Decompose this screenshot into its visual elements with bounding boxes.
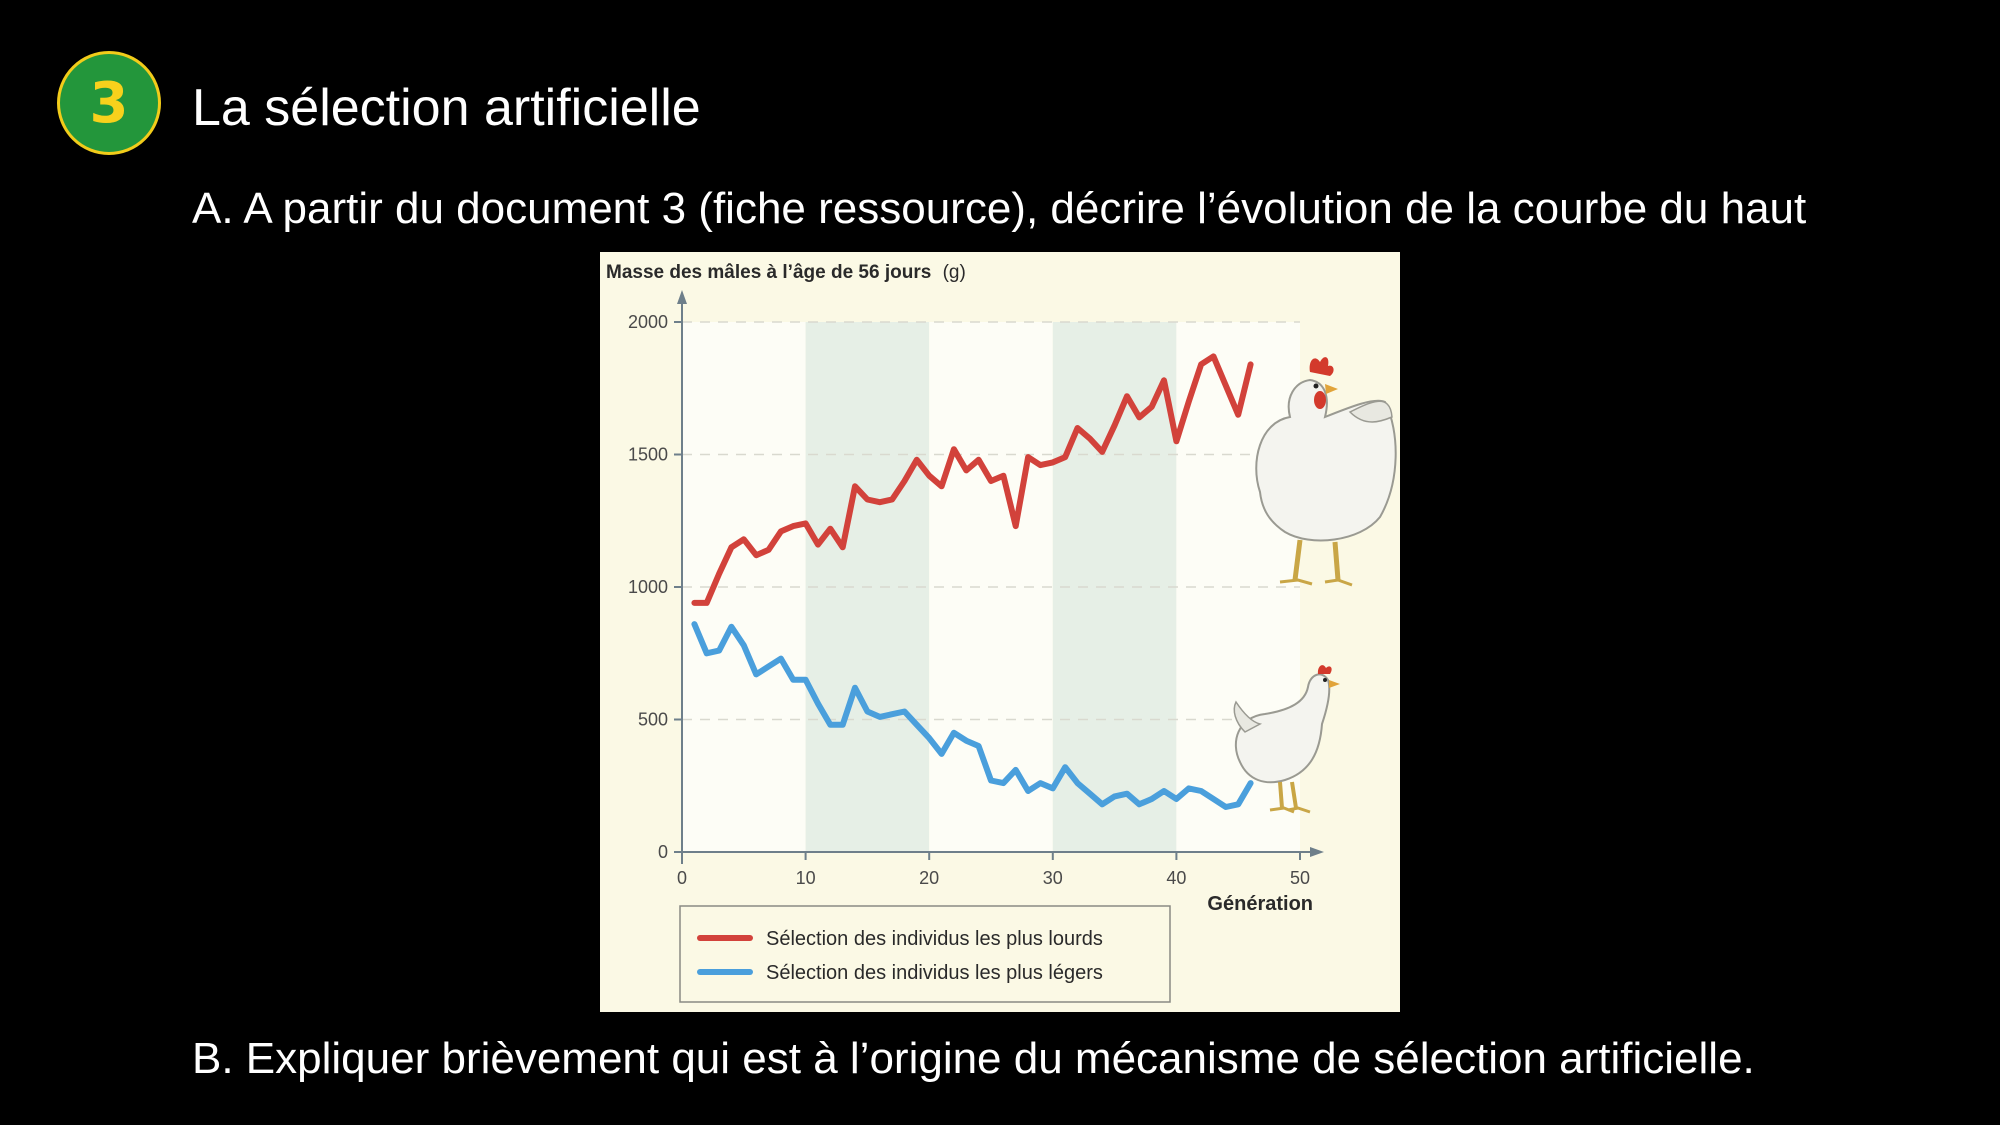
x-tick-label-50: 50 [1290,868,1310,888]
x-tick-label-40: 40 [1166,868,1186,888]
x-tick-label-0: 0 [677,868,687,888]
y-tick-label-1500: 1500 [628,445,668,465]
tick-marks: 0 500 1000 1500 2000 0 10 20 30 40 50 [628,312,1310,888]
x-tick-label-30: 30 [1043,868,1063,888]
series-line-heavy [691,353,1254,606]
legend-label-light: Sélection des individus les plus légers [766,962,1103,984]
gridlines [682,321,1300,721]
y-axis-title: Masse des mâles à l’âge de 56 jours (g) [606,262,966,283]
y-axis-unit: (g) [943,262,966,283]
section-number-badge: 3 [57,51,161,155]
series-line-light [691,621,1254,810]
section-number: 3 [89,70,129,136]
mass-chart: 0 500 1000 1500 2000 0 10 20 30 40 50 Masse des mâ… [606,262,1397,1003]
y-axis-title-text: Masse des mâles à l’âge de 56 jours [606,262,931,283]
axes [677,290,1324,864]
x-axis-arrow [1310,847,1324,857]
question-a: A. A partir du document 3 (fiche ressour… [192,184,1807,233]
question-b: B. Expliquer brièvement qui est à l’orig… [192,1034,1755,1083]
slide-title: La sélection artificielle [192,79,701,137]
y-tick-label-0: 0 [658,842,668,862]
x-tick-label-20: 20 [919,868,939,888]
y-tick-label-1000: 1000 [628,577,668,597]
y-tick-label-500: 500 [638,710,668,730]
x-tick-label-10: 10 [796,868,816,888]
y-axis-arrow [677,290,687,304]
series-lines [691,353,1254,810]
legend-label-heavy: Sélection des individus les plus lourds [766,928,1103,950]
legend-box [679,905,1171,1003]
x-axis-title: Génération [1207,893,1313,915]
legend: Sélection des individus les plus lourds … [679,905,1171,1003]
light-chicken-illustration [1233,665,1340,814]
chart-figure: 0 500 1000 1500 2000 0 10 20 30 40 50 Masse des mâ… [600,252,1400,1012]
y-tick-label-2000: 2000 [628,312,668,332]
heavy-chicken-illustration [1255,357,1397,587]
